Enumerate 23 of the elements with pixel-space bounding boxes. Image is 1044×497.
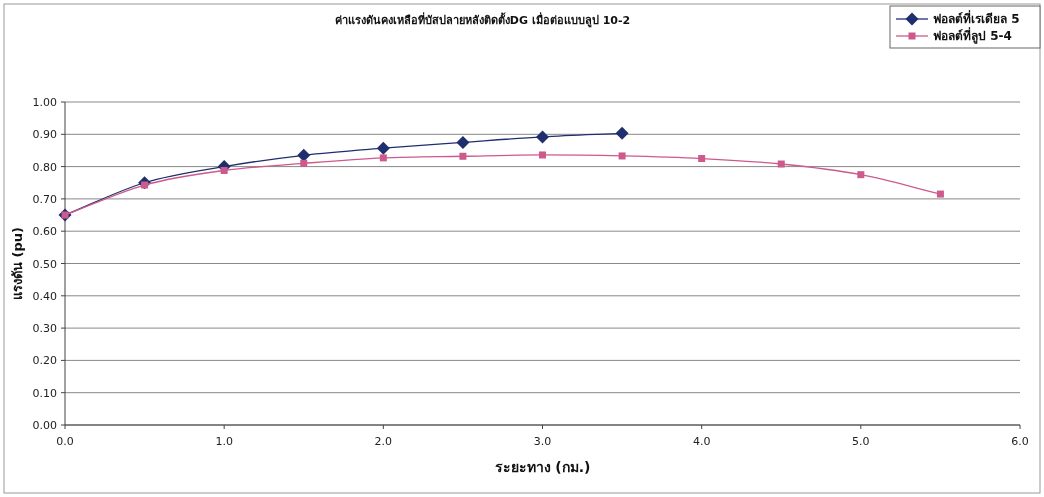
y-tick-label: 0.10: [32, 386, 57, 400]
x-tick-label: 4.0: [692, 435, 711, 448]
y-tick-label: 0.60: [32, 225, 57, 239]
y-tick-label: 0.80: [32, 160, 57, 174]
x-tick-label: 5.0: [852, 435, 870, 448]
x-tick-label: 2.0: [374, 435, 393, 448]
chart-title: ค่าแรงดันคงเหลือที่บัสปลายหลังติดตั้งDG เมื่อต่อแบบลูป 10-2: [334, 12, 631, 28]
y-tick-label: 1.00: [32, 96, 57, 109]
y-tick-label: 0.00: [32, 419, 57, 432]
y-tick-label: 0.30: [32, 322, 57, 336]
x-tick-label: 3.0: [533, 435, 552, 448]
x-tick-label: 6.0: [1011, 435, 1029, 448]
x-tick-label: 0.0: [56, 435, 74, 448]
x-axis-title: ระยะทาง (กม.): [494, 459, 591, 475]
x-tick-label: 1.0: [215, 435, 233, 448]
y-tick-label: 0.50: [32, 257, 57, 271]
legend-label: ฟอลต์ที่ลูป 5-4: [933, 27, 1012, 44]
y-tick-label: 0.90: [32, 128, 57, 142]
y-axis-title: แรงดัน (pu): [10, 227, 25, 300]
legend-label: ฟอลต์ที่เรเดียล 5: [933, 10, 1020, 26]
y-tick-label: 0.20: [32, 354, 57, 368]
y-tick-label: 0.70: [32, 192, 57, 206]
y-tick-label: 0.40: [32, 289, 57, 303]
